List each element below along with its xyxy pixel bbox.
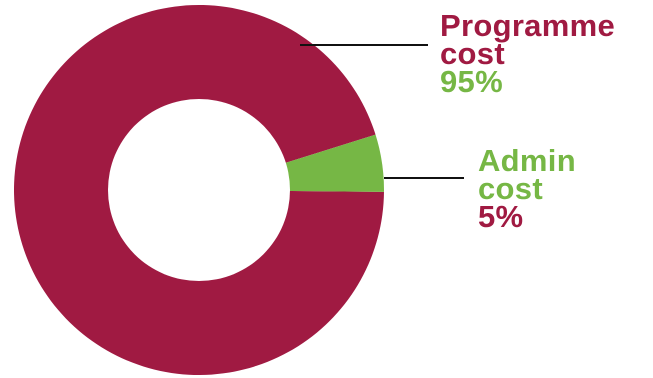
admin-value-label: 5%	[478, 199, 524, 234]
admin-label-line1: Admin	[478, 143, 576, 178]
programme-label-line2: cost	[440, 36, 505, 71]
admin-cost-label: Admin cost 5%	[478, 143, 576, 234]
programme-value-label: 95%	[440, 64, 503, 99]
programme-label-line1: Programme	[440, 8, 615, 43]
admin-label-line2: cost	[478, 171, 543, 206]
donut-hole	[108, 99, 290, 281]
programme-cost-label: Programme cost 95%	[440, 8, 615, 99]
